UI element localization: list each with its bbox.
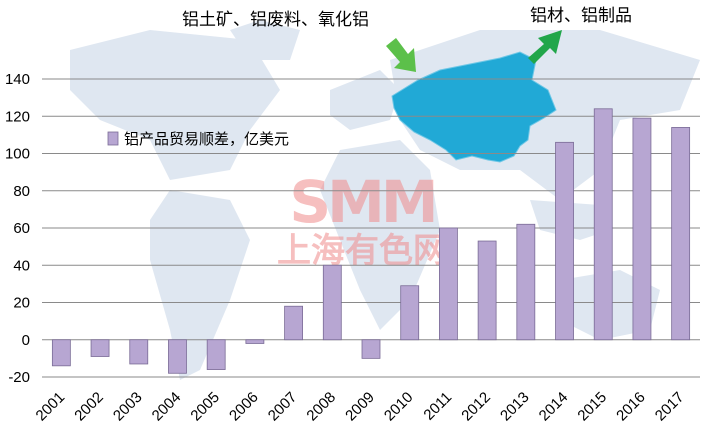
export-arrow-icon [528,30,562,64]
x-tick-label: 2009 [342,389,378,425]
y-tick-label: 0 [22,332,30,349]
x-tick-label: 2004 [149,389,185,425]
bar-series [51,108,691,374]
import-materials-annotation: 铝土矿、铝废料、氧化铝 [182,10,369,30]
y-tick-label: 140 [5,71,30,88]
bar-2002 [90,339,110,357]
bar-2008 [322,264,342,341]
bar-2013 [516,223,536,341]
x-tick-label: 2001 [33,389,69,425]
bar-2015 [593,108,613,341]
x-tick-label: 2016 [613,389,649,425]
bar-2009 [361,339,381,359]
bar-2014 [555,141,574,341]
bar-2016 [632,117,652,341]
y-tick-label: -20 [8,369,30,386]
x-tick-label: 2006 [226,389,262,425]
y-tick-label: 20 [13,295,30,312]
x-tick-label: 2015 [574,389,610,425]
x-tick-label: 2007 [265,389,301,425]
x-tick-label: 2008 [304,389,340,425]
x-tick-label: 2002 [71,389,107,425]
bar-2010 [400,285,420,341]
legend: 铝产品贸易顺差，亿美元 [107,130,289,148]
smm-watermark-logo: SMM [289,168,434,236]
x-tick-label: 2014 [536,389,572,425]
bar-2003 [129,339,149,365]
x-tick-label: 2011 [420,389,455,424]
y-tick-label: 100 [5,146,30,163]
x-tick-label: 2010 [381,389,417,425]
y-axis-ticks: -20 0 20 40 60 80 100 120 140 [5,71,30,386]
bar-2011 [439,227,458,341]
y-tick-label: 60 [13,220,30,237]
x-tick-label: 2005 [187,389,223,425]
export-products-annotation: 铝材、铝制品 [530,6,632,26]
bar-2001 [51,339,71,367]
bar-2005 [206,339,226,370]
smm-watermark: SMM 上海有色网 [277,168,447,271]
smm-watermark-text: 上海有色网 [277,231,447,271]
x-tick-label: 2012 [458,389,494,425]
y-tick-label: 40 [13,257,30,274]
x-tick-label: 2003 [110,389,146,425]
legend-label: 铝产品贸易顺差，亿美元 [124,130,289,148]
import-arrow-icon [386,38,416,72]
bar-2007 [284,305,303,341]
bar-2012 [477,240,497,341]
bar-2006 [245,339,265,344]
x-axis-ticks: 2001 2002 2003 2004 2005 2006 2007 2008 2009 2010… [33,389,688,425]
bar-2004 [168,339,187,374]
x-tick-label: 2017 [652,389,688,425]
y-tick-label: 120 [5,108,30,125]
y-tick-label: 80 [13,183,30,200]
bar-2017 [671,127,691,341]
x-tick-label: 2013 [497,389,533,425]
legend-swatch [107,131,119,146]
